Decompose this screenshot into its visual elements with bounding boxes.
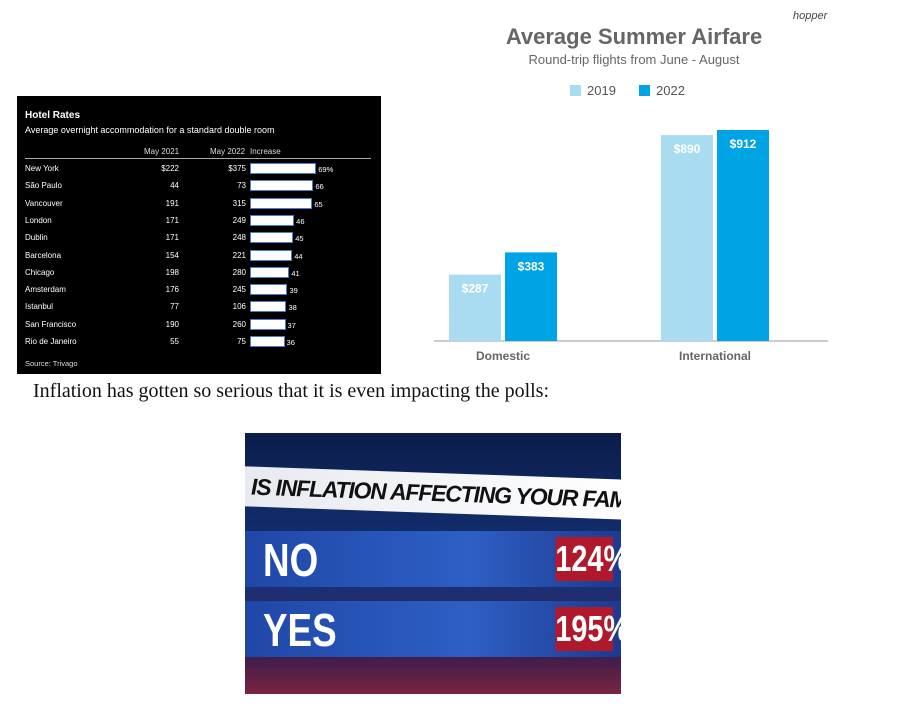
city: Rio de Janeiro [25, 337, 77, 346]
poll-question: IS INFLATION AFFECTING YOUR FAMILY? [245, 466, 621, 520]
increase-label: 39 [289, 286, 298, 296]
poll-result: 195% [555, 607, 621, 651]
increase-label: 37 [287, 320, 296, 330]
city: Istanbul [25, 302, 54, 312]
rate-2021: 191 [165, 198, 179, 208]
column-header: May 2022 [210, 147, 246, 156]
table-subtitle: Average overnight accommodation for a st… [25, 125, 275, 135]
chart-title: Average Summer Airfare [506, 24, 762, 49]
increase-bar [250, 318, 286, 330]
rate-2021: 44 [170, 181, 179, 191]
city: Chicago [25, 267, 55, 277]
city: London [25, 215, 52, 225]
rate-2022: 248 [232, 233, 246, 243]
chart-subtitle: Round-trip flights from June - August [529, 52, 740, 67]
rate-2021: $222 [161, 164, 179, 173]
poll-row: NO 124% [245, 531, 621, 587]
rate-2021: 171 [165, 215, 179, 225]
rate-2022: 73 [237, 181, 246, 191]
city: San Francisco [25, 319, 77, 329]
increase-bar [250, 214, 295, 226]
increase-bar [250, 197, 313, 209]
rule [25, 158, 371, 159]
legend-swatch [639, 85, 650, 96]
legend-label: 2022 [656, 83, 685, 98]
increase-bar [250, 180, 314, 192]
legend-label: 2019 [587, 83, 616, 98]
poll-option: NO [263, 534, 319, 586]
poll-option: YES [263, 604, 337, 656]
value-label: $912 [730, 137, 757, 151]
increase-bar [250, 301, 287, 313]
column-header: May 2021 [144, 147, 180, 156]
rate-2022: 280 [232, 267, 246, 277]
source: Source: Trivago [25, 359, 78, 368]
airfare-chart: hopper Average Summer Airfare Round-trip… [430, 0, 840, 375]
increase-bar [250, 163, 317, 174]
rate-2022: 221 [232, 250, 246, 260]
brand: hopper [793, 10, 829, 22]
city: São Paulo [25, 181, 62, 191]
bar [449, 274, 501, 341]
rate-2021: 55 [170, 337, 179, 346]
rate-2022: 106 [232, 302, 246, 312]
increase-label: 38 [288, 303, 297, 313]
x-tick-label: Domestic [476, 349, 530, 363]
city: Vancouver [25, 198, 63, 208]
legend-swatch [570, 85, 581, 96]
increase-label: 45 [295, 234, 304, 244]
increase-bar [250, 336, 285, 347]
increase-label: 66 [315, 182, 324, 192]
rate-2021: 198 [165, 267, 179, 277]
rate-2021: 154 [165, 250, 179, 260]
rate-2021: 190 [165, 319, 179, 329]
poll-result: 124% [555, 537, 621, 581]
rate-2022: 249 [232, 215, 246, 225]
increase-label: 65 [314, 199, 323, 209]
increase-label: 69% [318, 165, 334, 174]
table-title: Hotel Rates [25, 110, 81, 121]
paragraph: Inflation has gotten so serious that it … [33, 380, 550, 402]
poll-image: IS INFLATION AFFECTING YOUR FAMILY? NO 12… [245, 433, 621, 694]
city: New York [25, 164, 59, 173]
bar [505, 252, 557, 341]
rate-2021: 176 [165, 285, 179, 295]
rate-2022: 315 [232, 198, 246, 208]
rate-2021: 171 [165, 233, 179, 243]
rate-2021: 77 [170, 302, 179, 312]
column-header: Increase [250, 147, 281, 156]
bar [661, 135, 713, 341]
increase-label: 46 [296, 216, 305, 226]
rate-2022: 260 [232, 319, 246, 329]
bar [717, 130, 769, 341]
poll-row: YES 195% [245, 601, 621, 657]
x-tick-label: International [679, 349, 751, 363]
city: Barcelona [25, 250, 62, 260]
hotel-table: Hotel Rates Average overnight accommodat… [17, 96, 381, 374]
city: Dublin [25, 233, 48, 243]
value-label: $890 [674, 142, 701, 156]
increase-bar [250, 249, 293, 261]
rate-2022: $375 [228, 164, 246, 173]
value-label: $383 [518, 259, 545, 273]
chart: hopper Average Summer Airfare Round-trip… [434, 10, 829, 363]
increase-label: 41 [291, 268, 300, 278]
increase-bar [250, 266, 290, 278]
rate-2022: 75 [237, 337, 246, 346]
rate-2022: 245 [232, 285, 246, 295]
increase-label: 36 [286, 338, 295, 347]
increase-label: 44 [294, 251, 303, 261]
city: Amsterdam [25, 285, 66, 295]
value-label: $287 [462, 282, 489, 296]
increase-bar [250, 232, 294, 244]
increase-bar [250, 284, 288, 296]
